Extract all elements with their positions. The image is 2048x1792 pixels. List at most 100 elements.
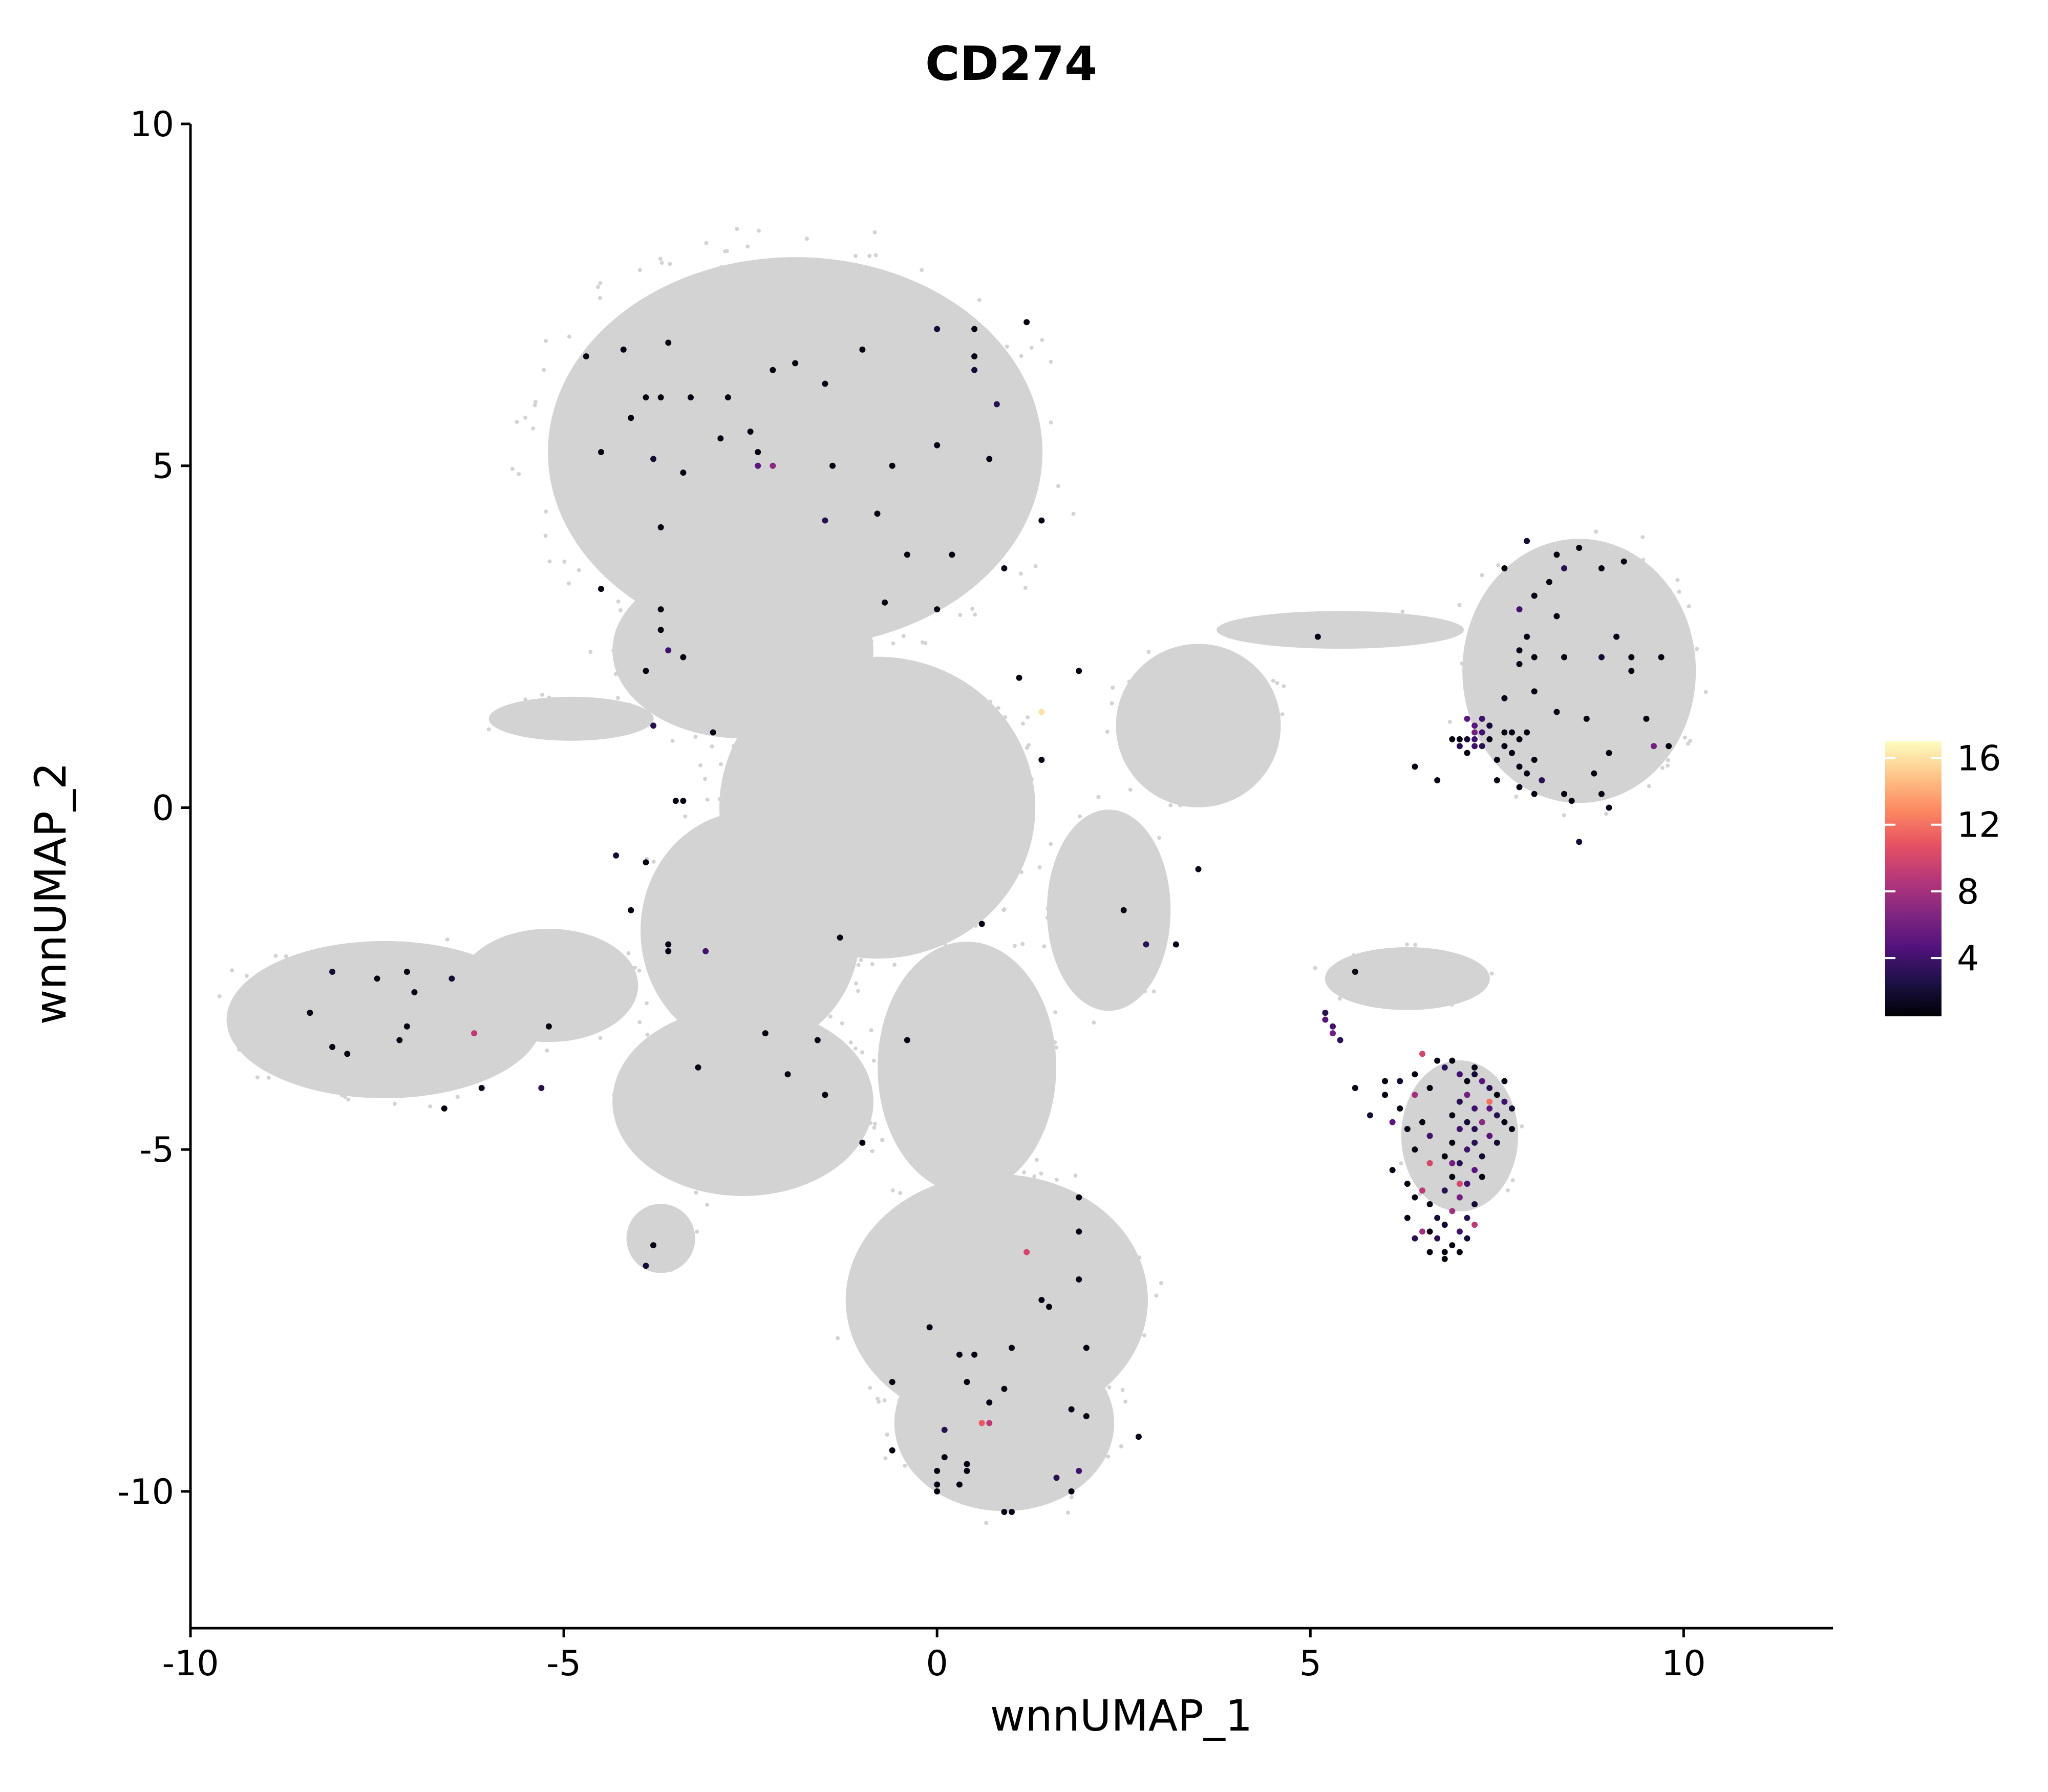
background-cell [645,563,650,568]
background-cell [687,1046,692,1051]
background-cell [1641,558,1646,562]
background-cell [1261,641,1265,645]
background-cell [732,983,736,987]
expression-point [724,394,731,401]
expression-point [650,722,657,729]
background-cell [828,1014,833,1019]
expression-point [1322,1016,1329,1023]
background-cell [849,862,854,866]
background-cell [1466,1074,1470,1079]
background-cell [1054,1178,1059,1182]
background-cell [1181,762,1186,766]
background-cell [927,941,931,946]
background-cell [734,1095,739,1099]
background-cell [485,1062,489,1067]
expression-points [307,319,1672,1515]
background-cell [756,352,760,357]
background-cell [646,311,651,315]
background-cell [1101,1455,1105,1460]
background-cell [1351,953,1356,957]
expression-point [1397,1105,1403,1112]
background-cell [988,1183,993,1187]
expression-point [1046,1304,1052,1310]
background-cell [251,993,255,998]
background-cell [961,1065,965,1070]
background-cell [907,1311,912,1315]
background-cell [1119,1444,1123,1448]
background-cell [742,1040,747,1044]
background-cell [1256,758,1261,762]
expression-point [1419,1187,1425,1194]
background-cell [946,500,950,504]
background-cell [697,309,702,313]
expression-point [1419,1228,1425,1235]
background-cell [920,268,924,272]
background-cell [890,794,895,798]
expression-point [643,394,649,401]
background-cell [1661,712,1666,717]
background-cell [987,1328,992,1332]
background-cell [1186,788,1191,793]
expression-point [971,1351,978,1358]
background-cell [801,796,805,800]
y-tick-label: -5 [139,1130,174,1170]
x-tick-label: -10 [162,1644,219,1684]
background-cell [853,1046,858,1051]
expression-point [1606,750,1612,756]
background-cell [1480,573,1484,578]
expression-point [329,1043,336,1050]
background-cell [532,403,537,408]
background-cell [840,1021,844,1026]
background-cell [915,509,920,514]
background-cell [1457,1202,1461,1207]
background-cell [1069,1495,1074,1500]
background-cell [710,1081,715,1086]
expression-point [1516,784,1523,791]
background-cell [729,468,734,473]
background-cell [935,1189,940,1194]
background-cell [590,420,595,425]
background-cell [996,1281,1001,1286]
background-cell [809,664,814,669]
expression-point [1038,1296,1045,1303]
background-cell [771,1061,776,1065]
background-cell [1019,1452,1023,1457]
background-cell [1005,1097,1009,1101]
background-cell [1313,966,1317,970]
background-cell [391,1061,395,1065]
expression-point [874,510,881,517]
background-cell [938,951,943,955]
background-cell [651,1113,656,1117]
background-cell [1162,688,1167,692]
background-cell [1137,951,1141,956]
background-cell [405,963,410,967]
expression-point [770,367,776,373]
background-cell [1123,847,1128,851]
background-cell [1049,1492,1053,1497]
background-cell [742,441,747,445]
background-cell [1081,890,1086,895]
background-cell [869,1028,873,1033]
expression-point [1404,1214,1411,1221]
background-cell [909,755,913,759]
expression-point [859,346,866,353]
background-cell [1641,658,1646,663]
background-cell [1137,1255,1142,1260]
background-cell [1006,1423,1011,1428]
expression-point [1479,1174,1485,1180]
background-cell [720,638,725,643]
background-cell [1280,712,1285,717]
background-cell [914,1139,919,1144]
background-cell [428,1104,433,1109]
expression-point [657,394,664,401]
background-cell [831,261,836,266]
expression-point [396,1037,403,1043]
background-cell [914,525,919,529]
background-cell [1703,690,1708,694]
background-cell [1560,663,1564,668]
expression-point [1441,1187,1448,1194]
expression-point [1606,804,1612,811]
expression-point [344,1051,351,1057]
background-cell [1510,1178,1515,1183]
background-cell [950,564,954,569]
